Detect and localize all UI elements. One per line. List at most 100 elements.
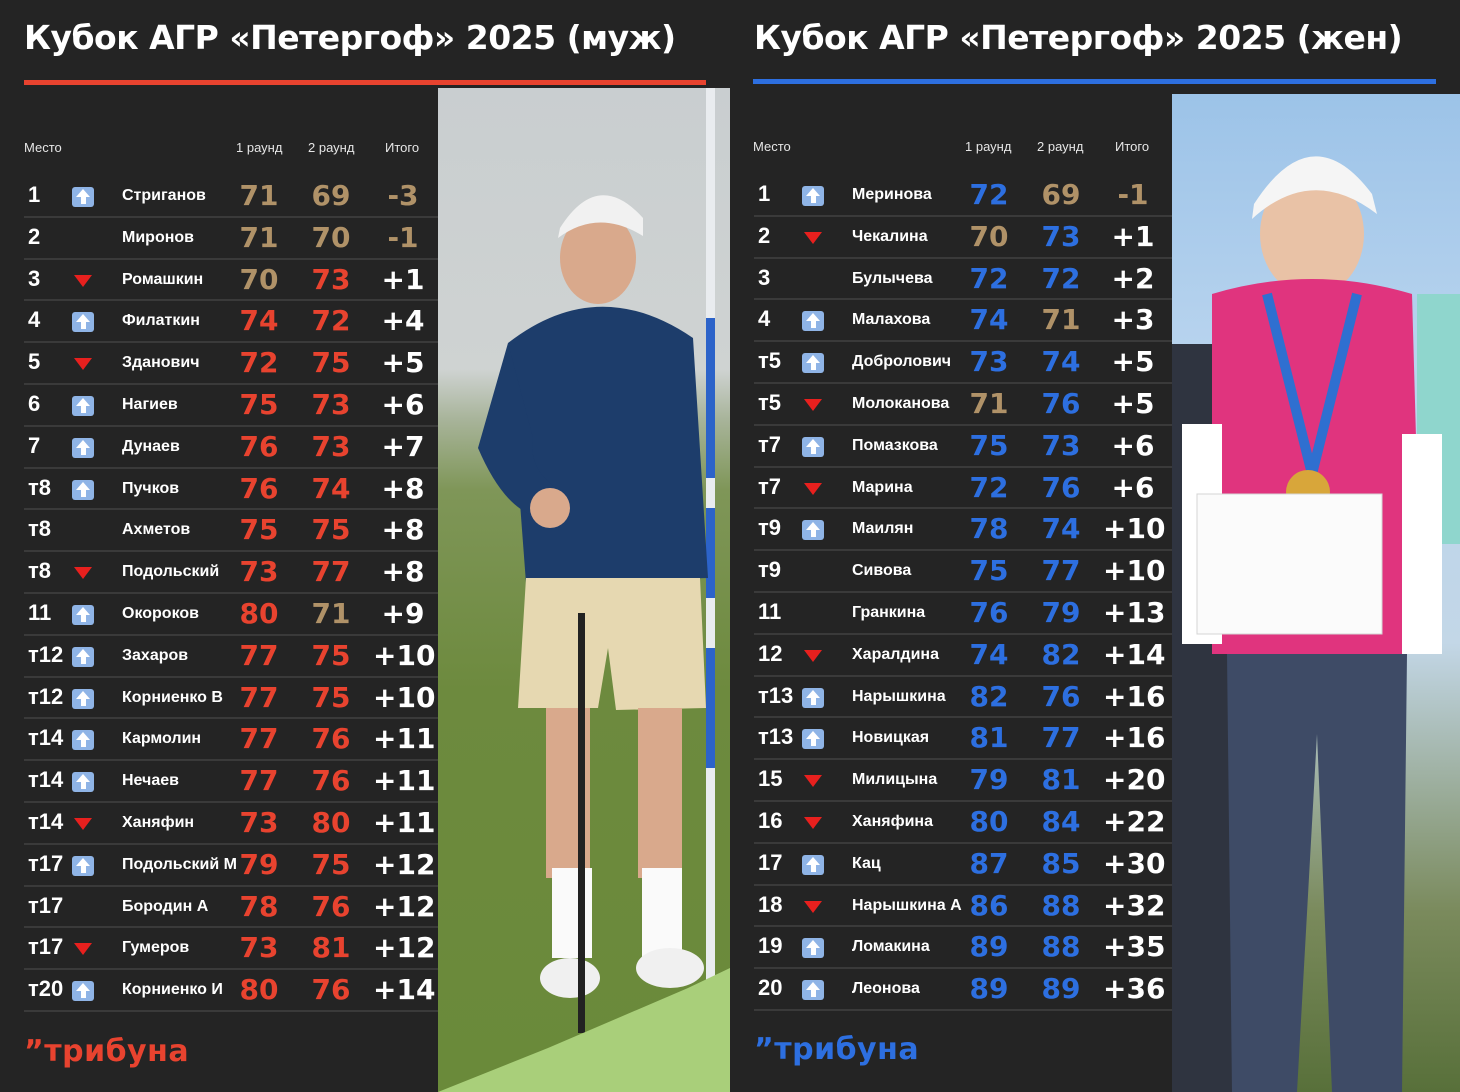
total-score: +20 (1103, 763, 1166, 797)
place-value: 4 (28, 307, 41, 333)
total-score: -3 (387, 179, 419, 212)
player-name: Булычева (852, 269, 933, 287)
arrow-up-icon (802, 938, 824, 959)
table-row: т8 Пучков 76 74 +8 (24, 469, 438, 511)
place-value: 16 (758, 807, 783, 833)
round1-score: 71 (969, 386, 1009, 420)
table-row: т5 Молоканова 71 76 +5 (754, 384, 1172, 426)
place-value: т9 (758, 515, 782, 541)
round1-score: 72 (969, 261, 1009, 295)
table-row: 12 Харалдина 74 82 +14 (754, 635, 1172, 677)
total-score: +10 (373, 638, 436, 672)
place-value: 7 (28, 432, 41, 458)
round2-score: 77 (1041, 554, 1081, 588)
total-score: +8 (381, 513, 425, 547)
arrow-up-icon (72, 646, 94, 667)
table-row: т17 Бородин А 78 76 +12 (24, 887, 438, 929)
table-row: т9 Маилян 78 74 +10 (754, 509, 1172, 552)
table-row: 11 Окороков 80 71 +9 (24, 594, 438, 636)
round2-score: 71 (311, 596, 351, 630)
player-name: Ханяфин (122, 813, 195, 831)
player-name: Гранкина (852, 603, 926, 621)
round1-score: 77 (239, 638, 279, 672)
round2-score: 75 (311, 346, 351, 380)
place-value: т8 (28, 516, 52, 542)
place-header: Место (24, 140, 62, 155)
round1-score: 89 (969, 972, 1009, 1006)
player-name: Подольский (122, 563, 220, 581)
table-row: 2 Миронов 71 70 -1 (24, 218, 438, 260)
place-value: т7 (758, 473, 782, 499)
arrow-up-icon (72, 730, 94, 751)
table-row: 6 Нагиев 75 73 +6 (24, 385, 438, 427)
table-row: т8 Подольский 73 77 +8 (24, 552, 438, 594)
table-row: т12 Корниенко В 77 75 +10 (24, 678, 438, 720)
table-row: т5 Добролович 73 74 +5 (754, 342, 1172, 384)
round2-score: 69 (1041, 178, 1081, 211)
player-name: Маилян (852, 520, 914, 538)
arrow-up-icon (802, 311, 824, 332)
round1-score: 72 (969, 470, 1009, 504)
player-name: Нарышкина (852, 687, 946, 705)
table-row: 1 Стриганов 71 69 -3 (24, 176, 438, 218)
total-score: +12 (373, 847, 436, 881)
round1-score: 77 (239, 722, 279, 756)
total-score: +11 (373, 805, 436, 839)
round1-header: 1 раунд (965, 139, 1012, 154)
place-value: 17 (758, 849, 783, 875)
table-row: 16 Ханяфина 80 84 +22 (754, 802, 1172, 844)
total-score: +11 (373, 764, 436, 798)
place-value: т13 (758, 724, 794, 750)
round2-header: 2 раунд (1037, 139, 1084, 154)
arrow-up-icon (72, 187, 94, 207)
arrow-up-icon (802, 854, 824, 875)
total-score: +12 (373, 931, 436, 965)
round2-score: 74 (1041, 512, 1081, 546)
round1-score: 82 (969, 679, 1009, 713)
player-name: Марина (852, 478, 913, 496)
player-name: Малахова (852, 311, 931, 329)
player-name: Нечаев (122, 772, 179, 790)
table-row: т20 Корниенко И 80 76 +14 (24, 970, 438, 1012)
arrow-up-icon (802, 687, 824, 708)
player-name: Дунаев (122, 437, 180, 455)
table-row: 15 Милицына 79 81 +20 (754, 760, 1172, 802)
total-score: +14 (1103, 637, 1166, 671)
player-name: Чекалина (852, 227, 928, 245)
table-row: т17 Подольский М 79 75 +12 (24, 845, 438, 887)
place-value: 6 (28, 390, 41, 416)
round2-score: 73 (1041, 428, 1081, 462)
triangle-down-icon (72, 563, 94, 583)
round1-score: 86 (969, 888, 1009, 922)
round2-score: 71 (1041, 303, 1081, 337)
round1-score: 78 (969, 512, 1009, 546)
round2-score: 76 (311, 764, 351, 798)
player-name: Окороков (122, 604, 199, 622)
total-header: Итого (385, 140, 420, 155)
place-value: 20 (758, 975, 783, 1001)
round2-score: 89 (1041, 972, 1081, 1006)
arrow-up-icon (802, 520, 824, 541)
arrow-up-icon (72, 312, 94, 333)
table-row: т14 Кармолин 77 76 +11 (24, 719, 438, 762)
total-score: +8 (381, 471, 425, 505)
round1-score: 71 (239, 220, 279, 254)
total-score: +4 (381, 304, 425, 338)
place-value: 2 (758, 222, 771, 248)
round2-score: 88 (1041, 930, 1081, 964)
round1-score: 73 (239, 931, 279, 965)
player-name: Добролович (852, 353, 952, 371)
round2-score: 76 (1041, 679, 1081, 713)
round1-score: 71 (239, 179, 279, 212)
round1-score: 79 (239, 847, 279, 881)
round1-score: 72 (239, 346, 279, 380)
round2-score: 75 (311, 847, 351, 881)
round1-header: 1 раунд (236, 140, 283, 155)
round1-score: 89 (969, 930, 1009, 964)
total-score: +35 (1103, 930, 1166, 964)
round1-score: 75 (969, 428, 1009, 462)
round2-score: 74 (1041, 345, 1081, 379)
place-value: т14 (28, 725, 64, 751)
table-row: 3 Булычева 72 72 +2 (754, 259, 1172, 301)
total-score: +16 (1103, 721, 1166, 755)
